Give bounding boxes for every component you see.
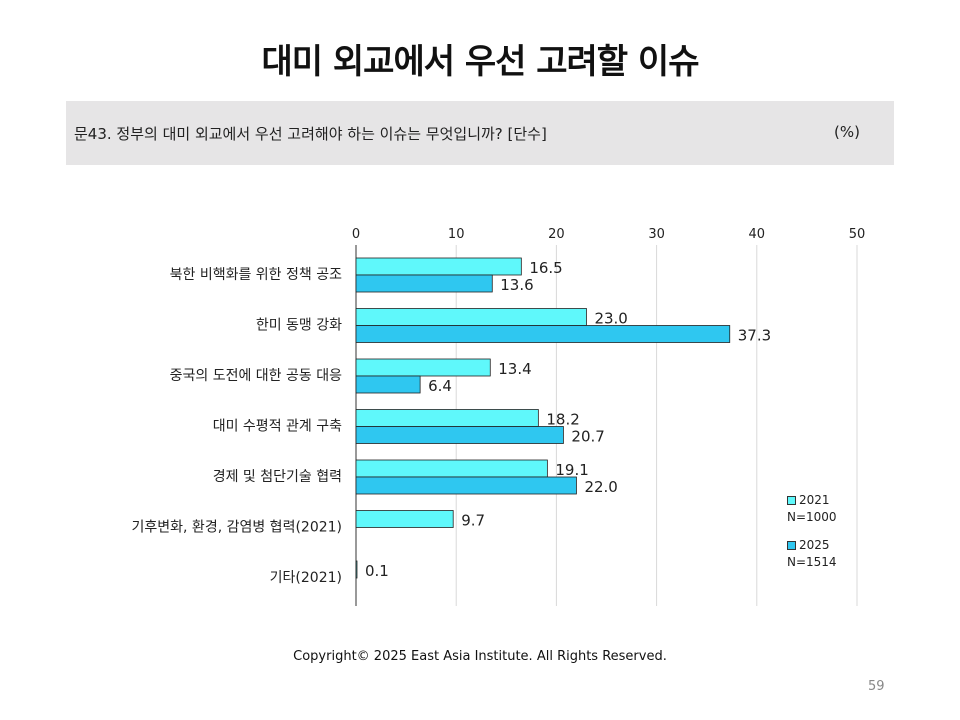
data-label: 0.1 <box>365 562 389 580</box>
page-title: 대미 외교에서 우선 고려할 이슈 <box>261 42 700 82</box>
bar-2021 <box>355 257 522 276</box>
data-label: 22.0 <box>584 478 617 496</box>
x-tick-label: 50 <box>849 227 866 242</box>
x-tick-label: 40 <box>749 227 766 242</box>
category-label: 대미 수평적 관계 구축 <box>213 419 342 435</box>
data-label: 18.2 <box>546 411 579 429</box>
data-label: 16.5 <box>529 259 562 277</box>
data-label: 23.0 <box>594 310 627 328</box>
bar-2025 <box>355 325 731 343</box>
data-label: 6.4 <box>428 377 452 395</box>
data-label: 20.7 <box>571 428 604 446</box>
bar-2025 <box>355 426 564 444</box>
data-label: 19.1 <box>555 461 588 479</box>
bar-2021 <box>355 358 491 377</box>
category-label: 한미 동맹 강화 <box>256 318 342 334</box>
legend-label-2021: 2021 <box>799 493 830 507</box>
category-label: 중국의 도전에 대한 공동 대응 <box>170 368 342 384</box>
x-tick-label: 10 <box>448 227 465 242</box>
bar-2025 <box>355 375 421 394</box>
data-label: 13.6 <box>500 276 533 294</box>
bar-2021 <box>355 510 454 528</box>
question-box: 문43. 정부의 대미 외교에서 우선 고려해야 하는 이슈는 무엇입니까? [… <box>66 101 894 165</box>
bar-2021 <box>355 560 358 579</box>
category-label: 기타(2021) <box>270 570 342 586</box>
legend: 2021 N=1000 2025 N=1514 <box>787 492 837 582</box>
bar-2025 <box>355 274 493 293</box>
x-tick-labels: 0 10 20 30 40 50 <box>352 227 865 242</box>
category-label: 경제 및 첨단기술 협력 <box>213 469 342 485</box>
data-label: 13.4 <box>498 360 531 378</box>
bar-2021 <box>355 459 548 478</box>
copyright-notice: Copyright© 2025 East Asia Institute. All… <box>293 649 667 664</box>
x-tick-label: 0 <box>352 227 360 242</box>
legend-sample-2025: N=1514 <box>787 555 837 569</box>
value-labels: 16.513.6 23.0 37.3 13.4 6.4 18.220.7 19.122.0 9… <box>365 259 771 580</box>
bar-2025 <box>355 476 577 495</box>
x-tick-label: 30 <box>648 227 665 242</box>
data-label: 9.7 <box>461 512 485 530</box>
page-number: 59 <box>868 679 885 694</box>
x-tick-label: 20 <box>548 227 565 242</box>
legend-item-2025: 2025 N=1514 <box>787 537 837 571</box>
unit-label: (%) <box>834 123 860 141</box>
legend-sample-2021: N=1000 <box>787 510 837 524</box>
legend-swatch-2021 <box>787 496 796 505</box>
legend-label-2025: 2025 <box>799 538 830 552</box>
data-label: 37.3 <box>738 327 771 345</box>
category-label: 북한 비핵화를 위한 정책 공조 <box>170 267 342 283</box>
category-label: 기후변화, 환경, 감염병 협력(2021) <box>132 520 342 536</box>
bars <box>355 257 731 579</box>
legend-item-2021: 2021 N=1000 <box>787 492 837 526</box>
bar-2021 <box>355 409 539 427</box>
bar-2021 <box>355 308 587 326</box>
legend-swatch-2025 <box>787 541 796 550</box>
question-text: 문43. 정부의 대미 외교에서 우선 고려해야 하는 이슈는 무엇입니까? [… <box>74 125 547 143</box>
